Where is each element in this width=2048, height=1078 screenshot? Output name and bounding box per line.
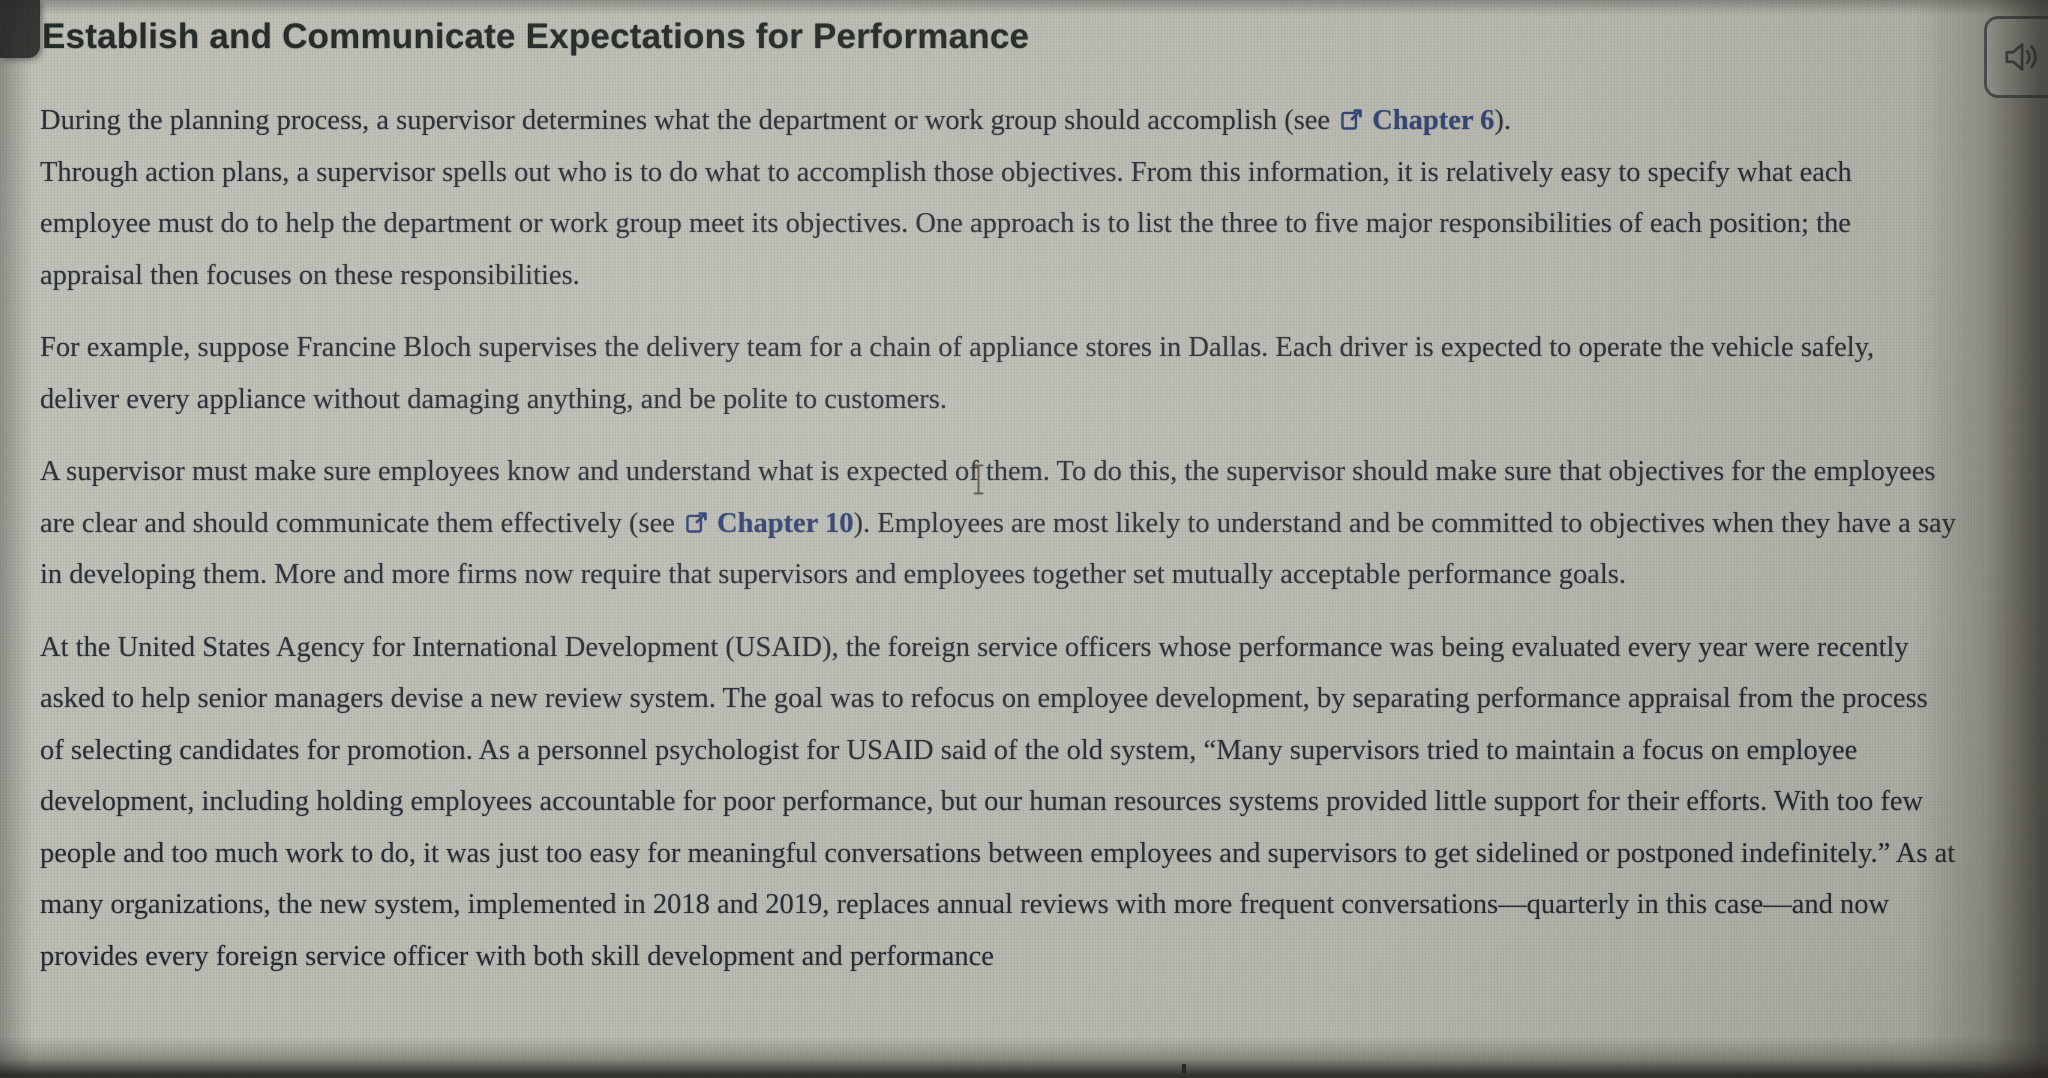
chapter-link-label: Chapter 10 [717, 507, 854, 539]
paragraph-text: During the planning process, a superviso… [40, 105, 1338, 136]
chapter-link-label: Chapter 6 [1372, 105, 1495, 136]
paragraph-2: For example, suppose Francine Bloch supe… [40, 322, 1958, 425]
chapter-6-link[interactable]: Chapter 6 [1337, 105, 1494, 136]
speaker-icon [2005, 43, 2037, 71]
paragraph-text: At the United States Agency for Internat… [40, 631, 1956, 972]
clipped-next-line-glyph [1182, 1064, 1186, 1073]
paragraph-text: ). [1494, 105, 1512, 136]
screen-bezel-corner [0, 0, 40, 58]
page-header: Establish and Communicate Expectations f… [0, 0, 2048, 98]
paragraph-text: For example, suppose Francine Bloch supe… [40, 332, 1875, 415]
external-link-icon [1341, 109, 1363, 130]
paragraph-1: During the planning process, a superviso… [40, 95, 1958, 301]
read-aloud-button[interactable] [1984, 16, 2048, 98]
paragraph-4: At the United States Agency for Internat… [40, 622, 1958, 983]
paragraph-text: Through action plans, a supervisor spell… [40, 156, 1852, 291]
chapter-10-link[interactable]: Chapter 10 [682, 508, 853, 539]
page-title: Establish and Communicate Expectations f… [42, 17, 1030, 56]
external-link-icon [686, 511, 707, 533]
i-beam-cursor [973, 464, 984, 495]
paragraph-3: A supervisor must make sure employees kn… [40, 446, 1958, 601]
article-body: During the planning process, a superviso… [0, 95, 2048, 982]
